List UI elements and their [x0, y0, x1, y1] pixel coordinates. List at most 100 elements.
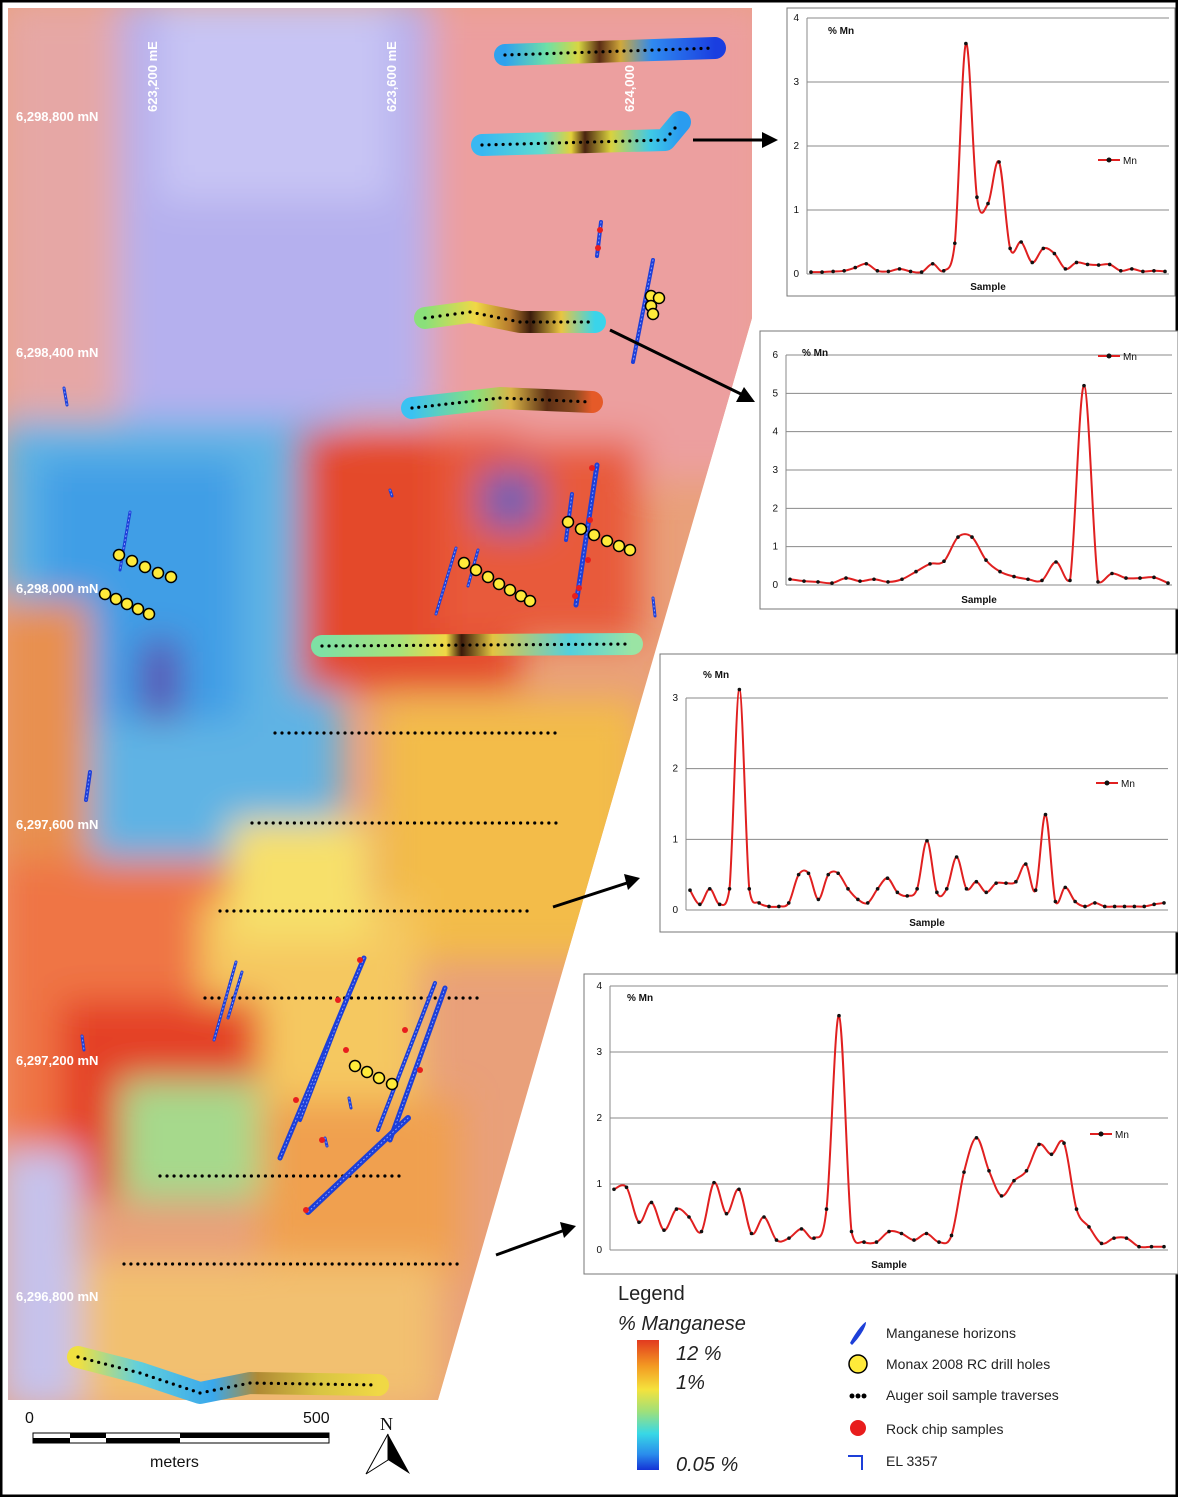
auger-sample-dot [441, 821, 445, 825]
auger-sample-dot [406, 731, 410, 735]
auger-sample-dot [469, 731, 473, 735]
auger-sample-dot [487, 143, 491, 147]
auger-sample-dot [642, 138, 646, 143]
mn-data-point [1074, 260, 1079, 265]
mn-data-point [1112, 904, 1117, 909]
auger-sample-dot [503, 53, 507, 57]
auger-sample-dot [525, 731, 529, 735]
auger-sample-dot [461, 996, 465, 1000]
auger-sample-dot [464, 400, 468, 404]
auger-sample-dot [233, 1262, 237, 1266]
auger-sample-dot [413, 731, 417, 735]
auger-sample-dot [419, 996, 423, 1000]
auger-sample-dot [165, 1174, 169, 1178]
chart-frame [659, 653, 1178, 933]
legend: Legend % Manganese 12 % 1% 0.05 % Mangan… [618, 1283, 1059, 1476]
auger-sample-dot [468, 310, 472, 314]
auger-sample-dot [90, 1358, 94, 1363]
auger-sample-dot [383, 643, 388, 648]
auger-sample-dot [419, 643, 423, 647]
auger-sample-dot [291, 1174, 296, 1178]
mn-data-point [970, 535, 974, 539]
mn-data-point [816, 897, 821, 902]
auger-sample-dot [484, 397, 489, 402]
auger-sample-dot [298, 1174, 303, 1178]
mn-data-point [941, 269, 946, 273]
mn-data-point [994, 881, 998, 885]
auger-sample-dot [412, 821, 417, 825]
traverse-band [414, 301, 606, 333]
horizon-texture [632, 259, 654, 363]
auger-sample-dot [385, 731, 389, 735]
auger-sample-dot [320, 1174, 324, 1178]
auger-sample-dot [241, 1382, 245, 1387]
auger-sample-dot [522, 142, 526, 146]
mn-data-point [762, 1215, 766, 1219]
auger-sample-dot [369, 1174, 373, 1178]
auger-sample-dot [278, 821, 282, 825]
northing-label: 6,298,800 mN [16, 109, 98, 124]
auger-sample-dot [336, 731, 340, 735]
auger-sample-dot [594, 50, 598, 54]
arrow-head [736, 387, 755, 402]
mn-data-point [1052, 251, 1057, 256]
mn-data-point [1096, 263, 1101, 267]
auger-sample-dot [517, 643, 521, 647]
auger-sample-dot [384, 821, 388, 825]
auger-sample-dot [434, 1262, 438, 1266]
chart-y-label: % Mn [703, 670, 729, 681]
mn-data-point [914, 569, 918, 574]
mn-data-point [1008, 246, 1012, 251]
auger-sample-dot [539, 731, 543, 735]
auger-sample-dot [392, 731, 396, 735]
mn-data-point [874, 1240, 879, 1244]
rock-chip-sample [576, 585, 582, 591]
mn-data-point [624, 1185, 629, 1190]
drill-hole [109, 592, 123, 606]
y-tick-label: 0 [793, 269, 799, 280]
easting-label: 623,600 mE [384, 41, 399, 112]
drill-hole [600, 534, 614, 548]
auger-sample-dot [219, 1387, 224, 1391]
auger-sample-dot [498, 396, 502, 400]
mn-data-point [937, 1240, 941, 1244]
auger-sample-dot [337, 1262, 341, 1266]
mn-data-point [1023, 862, 1028, 866]
auger-sample-dot [355, 1174, 359, 1178]
chart-y-label: % Mn [828, 26, 854, 37]
mn-data-point [820, 270, 824, 274]
auger-sample-dot [533, 397, 537, 402]
auger-sample-dot [327, 1174, 331, 1178]
auger-sample-dot [668, 132, 672, 136]
auger-sample-dot [554, 821, 558, 825]
auger-sample-dot [404, 643, 409, 648]
y-tick-label: 4 [596, 981, 602, 992]
auger-sample-dot [250, 821, 254, 825]
auger-sample-dot [559, 320, 563, 324]
y-tick-label: 2 [672, 764, 678, 775]
scale-low-label: 0.05 % [676, 1454, 738, 1476]
auger-sample-dot [275, 1262, 279, 1266]
mn-data-point [919, 270, 924, 274]
arrow-head [560, 1222, 576, 1238]
auger-sample-dot [433, 643, 437, 647]
mn-data-point [942, 559, 946, 564]
mn-data-point [1012, 574, 1016, 579]
auger-sample-dot [226, 1262, 230, 1266]
auger-sample-dot [330, 909, 334, 913]
auger-sample-dot [157, 1262, 161, 1266]
auger-sample-dot [525, 909, 529, 913]
auger-sample-dot [526, 397, 530, 401]
yellow-circle-icon [848, 1354, 868, 1374]
auger-sample-dot [462, 731, 466, 735]
mn-data-point [1132, 904, 1137, 909]
auger-sample-dot [427, 1262, 431, 1266]
y-tick-label: 2 [596, 1113, 602, 1124]
mn-data-point [737, 1187, 741, 1192]
auger-sample-dot [363, 821, 367, 825]
auger-sample-dot [469, 821, 473, 825]
auger-sample-dot [398, 996, 402, 1000]
auger-sample-dot [151, 1375, 155, 1380]
mn-data-point [1024, 1169, 1029, 1173]
auger-sample-dot [497, 731, 501, 735]
